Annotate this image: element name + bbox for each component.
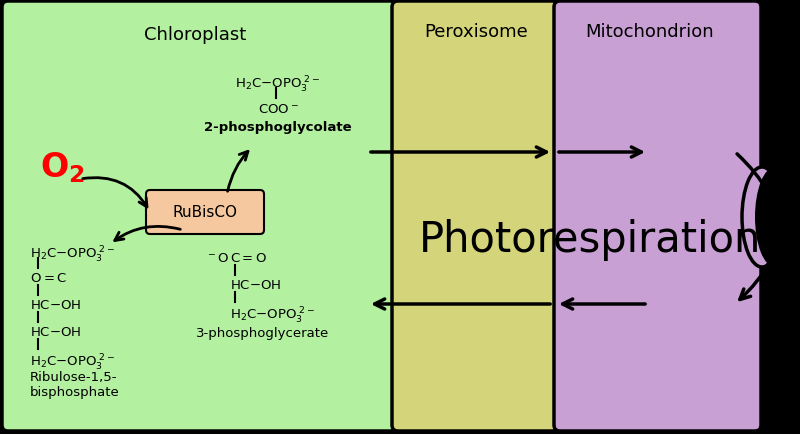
Text: $\mathsf{HC{-}OH}$: $\mathsf{HC{-}OH}$ [30, 325, 82, 338]
Text: $\mathsf{COO^-}$: $\mathsf{COO^-}$ [258, 103, 298, 116]
Text: $\mathsf{O{=}C}$: $\mathsf{O{=}C}$ [30, 271, 67, 284]
FancyBboxPatch shape [2, 2, 396, 431]
Text: Peroxisome: Peroxisome [424, 23, 528, 41]
Text: Photorespiration: Photorespiration [419, 218, 761, 260]
Text: $\mathsf{H_2C{-}OPO_3^{\ 2-}}$: $\mathsf{H_2C{-}OPO_3^{\ 2-}}$ [30, 244, 115, 264]
Text: 2-phosphoglycolate: 2-phosphoglycolate [204, 121, 352, 134]
Ellipse shape [755, 168, 795, 267]
FancyBboxPatch shape [146, 191, 264, 234]
Text: $\mathbf{O_2}$: $\mathbf{O_2}$ [39, 150, 85, 185]
FancyBboxPatch shape [392, 2, 559, 431]
Text: Mitochondrion: Mitochondrion [586, 23, 714, 41]
Text: $\mathsf{H_2C{-}OPO_3^{\ 2-}}$: $\mathsf{H_2C{-}OPO_3^{\ 2-}}$ [230, 305, 315, 326]
FancyBboxPatch shape [554, 2, 761, 431]
Text: $\mathsf{HC{-}OH}$: $\mathsf{HC{-}OH}$ [30, 298, 82, 311]
Text: $\mathsf{H_2C{-}OPO_3^{\ 2-}}$: $\mathsf{H_2C{-}OPO_3^{\ 2-}}$ [30, 352, 115, 372]
Text: $\mathsf{H_2C{-}OPO_3^{\ 2-}}$: $\mathsf{H_2C{-}OPO_3^{\ 2-}}$ [235, 75, 321, 95]
Text: $\mathsf{^-O}$: $\mathsf{^-O}$ [206, 251, 230, 264]
Text: 3-phosphoglycerate: 3-phosphoglycerate [196, 326, 330, 339]
Text: RuBisCO: RuBisCO [173, 205, 238, 220]
Text: $\mathsf{C{=}O}$: $\mathsf{C{=}O}$ [230, 251, 267, 264]
Text: Chloroplast: Chloroplast [144, 26, 246, 44]
Text: Ribulose-1,5-
bisphosphate: Ribulose-1,5- bisphosphate [30, 370, 120, 398]
Text: $\mathsf{HC{-}OH}$: $\mathsf{HC{-}OH}$ [230, 278, 282, 291]
Ellipse shape [742, 168, 782, 267]
